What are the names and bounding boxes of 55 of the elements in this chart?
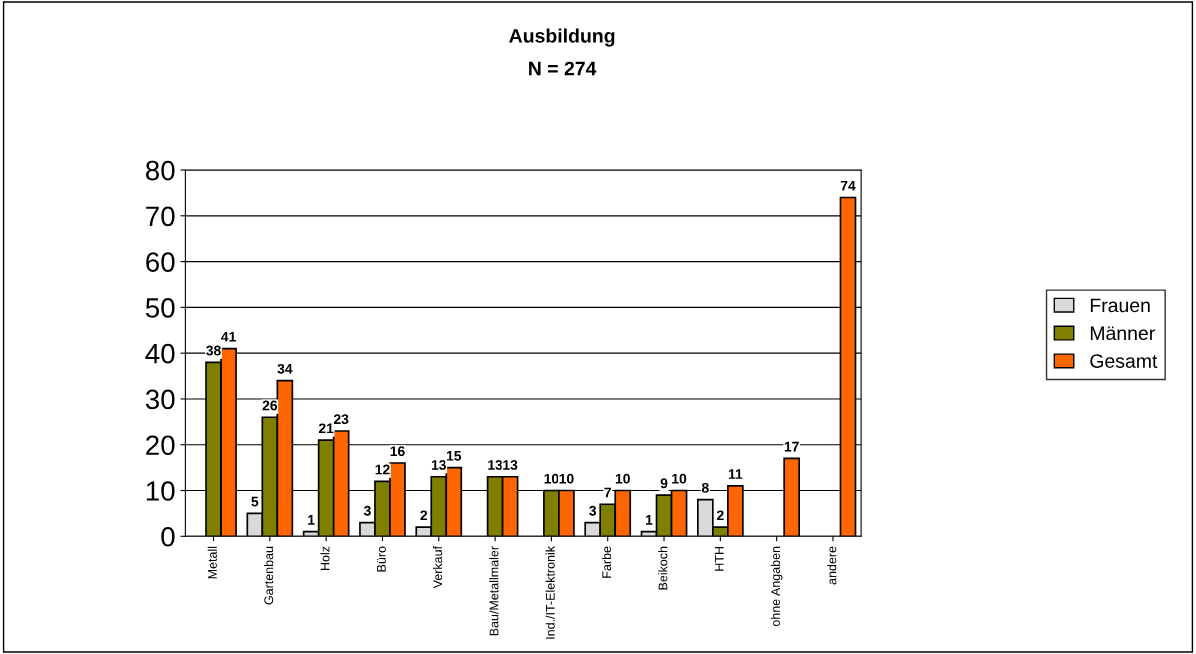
data-label: 15	[446, 451, 462, 461]
data-label: 3	[589, 505, 597, 516]
y-tick-label: 40	[145, 343, 175, 364]
x-tick-label: HTH	[714, 547, 724, 571]
data-label: 13	[488, 460, 503, 470]
data-label: 2	[716, 510, 724, 521]
data-label: 9	[660, 478, 668, 489]
data-label: 34	[277, 363, 293, 374]
x-tick-label: Ind./IT-Elektronik	[545, 545, 555, 639]
y-tick-label: 60	[146, 252, 175, 272]
x-tick-label: andere	[827, 546, 837, 585]
x-tick-label: Gartenbau	[264, 546, 274, 605]
data-label: 10	[544, 473, 559, 484]
data-label: 13	[503, 460, 518, 470]
data-label: 41	[221, 331, 236, 342]
chart-subtitle: N = 274	[529, 61, 597, 76]
data-label: 26	[262, 400, 278, 411]
legend-label: Gesamt	[1090, 354, 1158, 368]
data-label: 38	[206, 345, 221, 356]
data-label: 2	[420, 510, 428, 521]
x-tick-label: Beikoch	[658, 546, 668, 590]
data-label: 12	[375, 464, 390, 475]
y-tick-label: 50	[145, 298, 175, 318]
data-label: 10	[672, 473, 687, 484]
x-tick-label: ohne Angaben	[770, 546, 783, 627]
data-label: 10	[559, 473, 574, 484]
y-tick-label: 0	[161, 526, 175, 547]
x-tick-label: Farbe	[601, 546, 612, 578]
y-tick-label: 10	[146, 481, 175, 501]
x-tick-label: Bau/Metallmaler	[489, 546, 499, 636]
y-tick-label: 70	[146, 206, 175, 227]
data-label: 10	[615, 473, 630, 484]
x-tick-label: Holz	[320, 546, 330, 570]
x-tick-label: Verkauf	[432, 545, 443, 589]
x-tick-label: Metall	[207, 546, 217, 579]
y-tick-label: 20	[146, 435, 175, 456]
legend-label: Männer	[1090, 326, 1155, 341]
x-tick-label: Büro	[377, 546, 386, 572]
data-label: 7	[604, 487, 611, 498]
data-label: 16	[390, 446, 405, 457]
data-label: 74	[840, 180, 856, 191]
y-tick-label: 80	[145, 160, 175, 181]
data-label: 3	[363, 505, 371, 516]
data-label: 23	[333, 414, 349, 425]
legend-label: Frauen	[1090, 298, 1150, 313]
chart-title: Ausbildung	[509, 28, 615, 47]
data-label: 5	[251, 496, 259, 507]
data-label: 21	[318, 423, 334, 434]
data-label: 17	[784, 441, 799, 452]
data-label: 1	[646, 515, 653, 525]
data-label: 11	[728, 469, 743, 479]
data-label: 8	[701, 482, 709, 493]
y-tick-label: 30	[145, 389, 175, 410]
data-label: 13	[431, 460, 447, 470]
data-label: 1	[308, 515, 315, 525]
